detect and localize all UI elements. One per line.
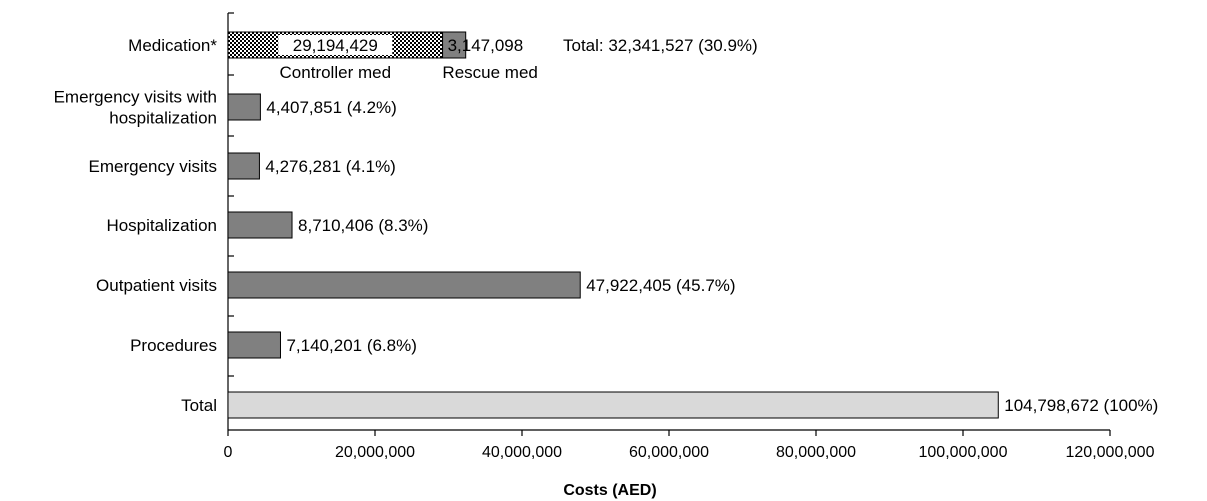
category-label: hospitalization	[109, 109, 217, 128]
category-label: Emergency visits	[89, 157, 217, 176]
category-label: Procedures	[130, 336, 217, 355]
segment-name-label: Rescue med	[442, 63, 537, 82]
bar-value-label: 7,140,201 (6.8%)	[286, 336, 416, 355]
chart-bars	[227, 31, 999, 419]
bar-segment-rescue-med	[442, 31, 467, 59]
x-tick-label: 120,000,000	[1066, 444, 1155, 461]
total-value-label: Total: 32,341,527 (30.9%)	[563, 36, 758, 55]
bar	[227, 93, 261, 121]
x-tick-label: 100,000,000	[919, 444, 1008, 461]
bar	[227, 152, 260, 180]
category-label: Outpatient visits	[96, 276, 217, 295]
x-tick-label: 20,000,000	[335, 444, 415, 461]
x-tick-label: 60,000,000	[629, 444, 709, 461]
bar	[227, 271, 581, 299]
bar-value-label: 4,276,281 (4.1%)	[265, 157, 395, 176]
category-label: Medication*	[128, 36, 217, 55]
x-tick-label: 80,000,000	[776, 444, 856, 461]
segment-name-label: Controller med	[280, 63, 392, 82]
chart-axes: 0 20,000,000 40,000,000 60,000,000 80,000,00…	[224, 12, 1155, 461]
segment-label-backdrop	[278, 35, 393, 55]
bar-value-label: 104,798,672 (100%)	[1004, 396, 1158, 415]
category-label: Emergency visits with	[54, 88, 217, 107]
x-axis-title: Costs (AED)	[563, 482, 656, 499]
x-tick-label: 40,000,000	[482, 444, 562, 461]
bar	[227, 211, 293, 239]
segment-value-label: 3,147,098	[448, 36, 524, 55]
category-label: Hospitalization	[106, 216, 217, 235]
bar	[227, 331, 281, 359]
bar-value-label: 4,407,851 (4.2%)	[266, 98, 396, 117]
bar-value-label: 8,710,406 (8.3%)	[298, 216, 428, 235]
bar	[227, 391, 999, 419]
segment-value-label: 29,194,429	[293, 36, 378, 55]
x-tick-label: 0	[224, 444, 233, 461]
category-label: Total	[181, 396, 217, 415]
bar-value-label: 47,922,405 (45.7%)	[586, 276, 735, 295]
chart-labels: Medication* 29,194,429 3,147,098 Controller…	[54, 35, 1158, 415]
